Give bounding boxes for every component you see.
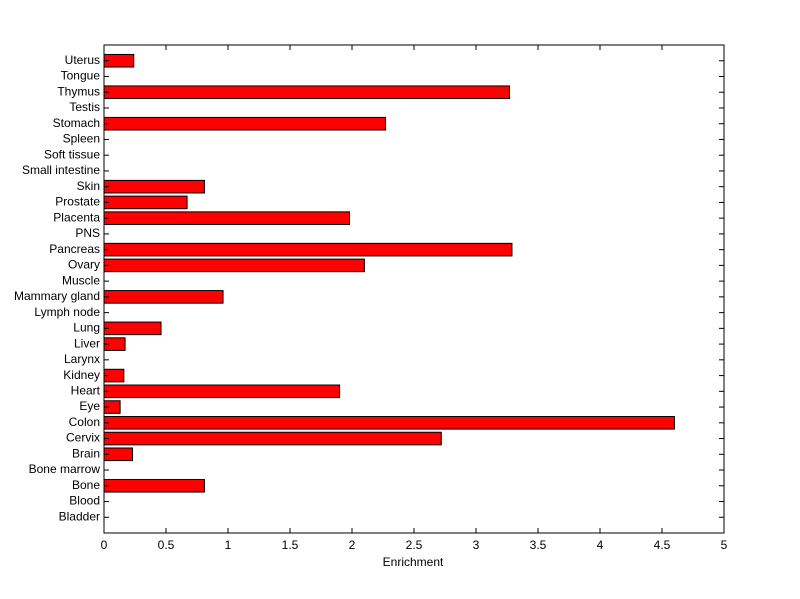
x-tick-label: 3.5 [530, 538, 547, 552]
x-tick-label: 1.5 [282, 538, 299, 552]
x-tick-label: 4.5 [654, 538, 671, 552]
y-tick-label: Lung [73, 321, 100, 335]
y-tick-label: Bone marrow [29, 462, 101, 476]
bar [103, 384, 341, 399]
y-tick-label: Placenta [53, 210, 100, 224]
y-tick-label: Ovary [68, 258, 100, 272]
y-tick-label: Pancreas [49, 242, 100, 256]
x-tick-label: 1 [225, 538, 232, 552]
bar [103, 290, 224, 304]
y-tick-label: Thymus [57, 84, 100, 98]
y-tick-label: Prostate [55, 195, 100, 209]
y-tick-label: Bladder [59, 509, 100, 523]
y-tick-label: Uterus [65, 53, 100, 67]
bar [103, 416, 675, 430]
plot-frame [103, 44, 725, 534]
y-tick-label: Mammary gland [14, 289, 100, 303]
x-tick-label: 2 [349, 538, 356, 552]
y-tick-label: Blood [69, 494, 100, 508]
bar [103, 195, 188, 210]
bar [103, 258, 365, 273]
y-tick-label: Bone [72, 478, 100, 492]
y-tick-label: Spleen [63, 132, 100, 146]
y-tick-label: PNS [75, 226, 100, 240]
y-tick-label: Brain [72, 446, 100, 460]
y-tick-label: Colon [69, 415, 100, 429]
bar [103, 211, 351, 225]
x-axis-label: Enrichment [383, 555, 444, 569]
bar [103, 431, 442, 446]
y-tick-label: Muscle [62, 273, 100, 287]
y-tick-label: Larynx [64, 352, 100, 366]
x-tick-label: 4 [597, 538, 604, 552]
y-tick-label: Tongue [61, 69, 101, 83]
bar [103, 179, 205, 194]
y-tick-label: Liver [74, 336, 100, 350]
y-tick-label: Lymph node [34, 305, 100, 319]
y-tick-label: Skin [77, 179, 100, 193]
bar [103, 478, 205, 493]
bar [103, 321, 162, 336]
y-tick-label: Kidney [63, 368, 100, 382]
x-tick-label: 0 [101, 538, 108, 552]
y-tick-label: Cervix [66, 431, 100, 445]
y-tick-label: Stomach [53, 116, 100, 130]
y-tick-label: Testis [69, 100, 100, 114]
bar [103, 242, 513, 257]
bar [103, 116, 386, 131]
y-tick-label: Small intestine [22, 163, 100, 177]
y-tick-label: Heart [71, 383, 101, 397]
x-tick-label: 0.5 [158, 538, 175, 552]
x-tick-label: 2.5 [406, 538, 423, 552]
y-tick-label: Eye [79, 399, 100, 413]
y-tick-label: Soft tissue [44, 147, 100, 161]
bar [103, 85, 510, 100]
x-tick-label: 5 [721, 538, 728, 552]
x-tick-label: 3 [473, 538, 480, 552]
